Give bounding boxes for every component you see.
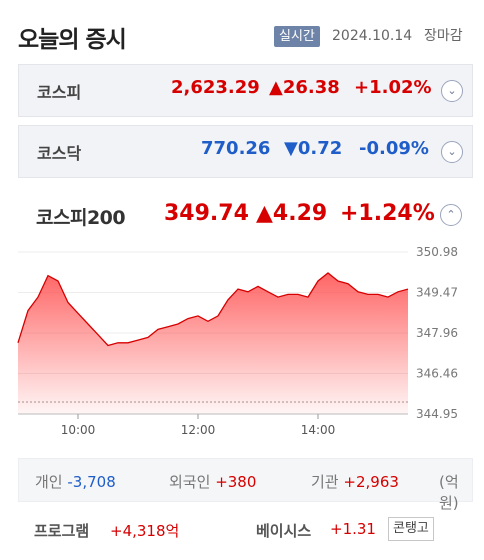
x-tick-label: 10:00 <box>61 423 96 437</box>
program-value: +4,318억 <box>110 522 180 540</box>
price-area <box>18 273 408 414</box>
chart-canvas: 350.98 349.47 347.96 346.46 344.95 10:00 12:00… <box>17 245 458 437</box>
y-tick-label: 344.95 <box>416 407 458 421</box>
kospi-value: 2,623.29 <box>171 77 260 98</box>
expand-chevron-icon[interactable]: ⌄ <box>441 141 463 163</box>
header: 오늘의 증시 실시간 2024.10.14 장마감 <box>18 18 474 58</box>
x-tick-label: 14:00 <box>301 423 336 437</box>
program-label: 프로그램 <box>34 522 90 540</box>
price-line <box>17 272 409 347</box>
program-basis-row: 프로그램 +4,318억 베이시스 +1.31 콘탱고 <box>18 516 473 544</box>
kospi-name: 코스피 <box>37 83 82 102</box>
collapse-chevron-icon[interactable]: ⌃ <box>440 204 462 226</box>
investor-summary: 개인 -3,708 외국인 +380 기관 +2,963 (억원) <box>18 458 473 512</box>
investor-institution: 기관 +2,963 <box>311 471 399 492</box>
investor-individual: 개인 -3,708 <box>35 471 116 492</box>
kosdaq-name: 코스닥 <box>37 144 82 163</box>
market-status: 장마감 <box>424 28 463 44</box>
individual-value: -3,708 <box>67 473 116 491</box>
institution-label: 기관 <box>311 473 339 491</box>
y-tick-label: 349.47 <box>416 286 458 300</box>
realtime-badge: 실시간 <box>274 26 320 47</box>
kospi-change: ▲26.38 <box>269 77 340 98</box>
kospi200-value: 349.74 <box>164 201 249 226</box>
foreign-label: 외국인 <box>169 473 211 491</box>
y-tick-label: 350.98 <box>416 245 458 259</box>
investor-foreign: 외국인 +380 <box>169 471 256 492</box>
individual-label: 개인 <box>35 473 63 491</box>
kosdaq-change: ▼0.72 <box>284 138 343 159</box>
contango-badge: 콘탱고 <box>388 517 434 541</box>
foreign-value: +380 <box>215 473 257 491</box>
kospi200-change: ▲4.29 <box>256 201 328 226</box>
kospi-percent: +1.02% <box>354 77 432 98</box>
kospi200-chart: 350.98 349.47 347.96 346.46 344.95 10:00 12:00… <box>0 240 484 440</box>
kospi-row[interactable]: 코스피 2,623.29 ▲26.38 +1.02% ⌄ <box>18 64 473 117</box>
unit-label: (억원) <box>439 473 459 512</box>
kosdaq-percent: -0.09% <box>359 138 429 159</box>
kospi200-name: 코스피200 <box>36 207 126 229</box>
institution-value: +2,963 <box>343 473 399 491</box>
page-title: 오늘의 증시 <box>18 27 127 53</box>
kospi200-percent: +1.24% <box>340 201 435 226</box>
market-date: 2024.10.14 <box>332 28 413 44</box>
y-tick-label: 347.96 <box>416 326 458 340</box>
kosdaq-value: 770.26 <box>201 138 271 159</box>
x-tick-label: 12:00 <box>181 423 216 437</box>
expand-chevron-icon[interactable]: ⌄ <box>441 80 463 102</box>
y-tick-label: 346.46 <box>416 367 458 381</box>
basis-value: +1.31 <box>330 520 376 538</box>
basis-label: 베이시스 <box>256 522 312 540</box>
kosdaq-row[interactable]: 코스닥 770.26 ▼0.72 -0.09% ⌄ <box>18 125 473 178</box>
